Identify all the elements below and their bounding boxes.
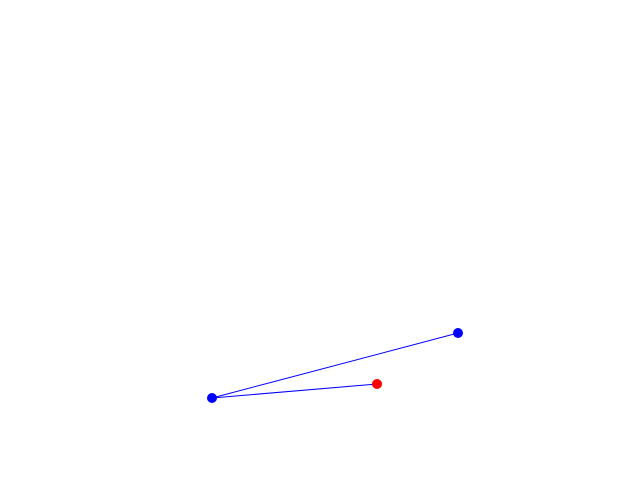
vertex	[453, 328, 463, 338]
edge	[211, 383, 378, 399]
active-vertex	[372, 379, 382, 389]
vertex	[207, 393, 217, 403]
edge	[211, 332, 459, 399]
